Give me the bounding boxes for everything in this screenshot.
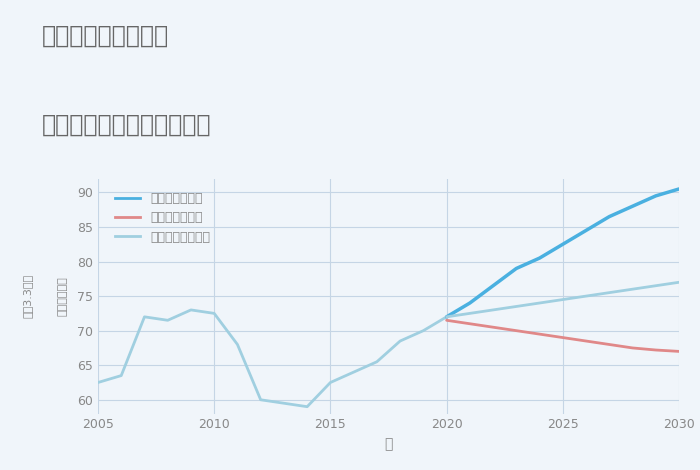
Text: 坪（3.3㎡）: 坪（3.3㎡） (23, 274, 33, 318)
Legend: グッドシナリオ, バッドシナリオ, ノーマルシナリオ: グッドシナリオ, バッドシナリオ, ノーマルシナリオ (110, 187, 215, 249)
Text: 中古マンションの価格推移: 中古マンションの価格推移 (42, 113, 211, 137)
X-axis label: 年: 年 (384, 437, 393, 451)
Text: 単価（万円）: 単価（万円） (58, 276, 68, 316)
Text: 千葉県市原市駒込の: 千葉県市原市駒込の (42, 24, 169, 47)
